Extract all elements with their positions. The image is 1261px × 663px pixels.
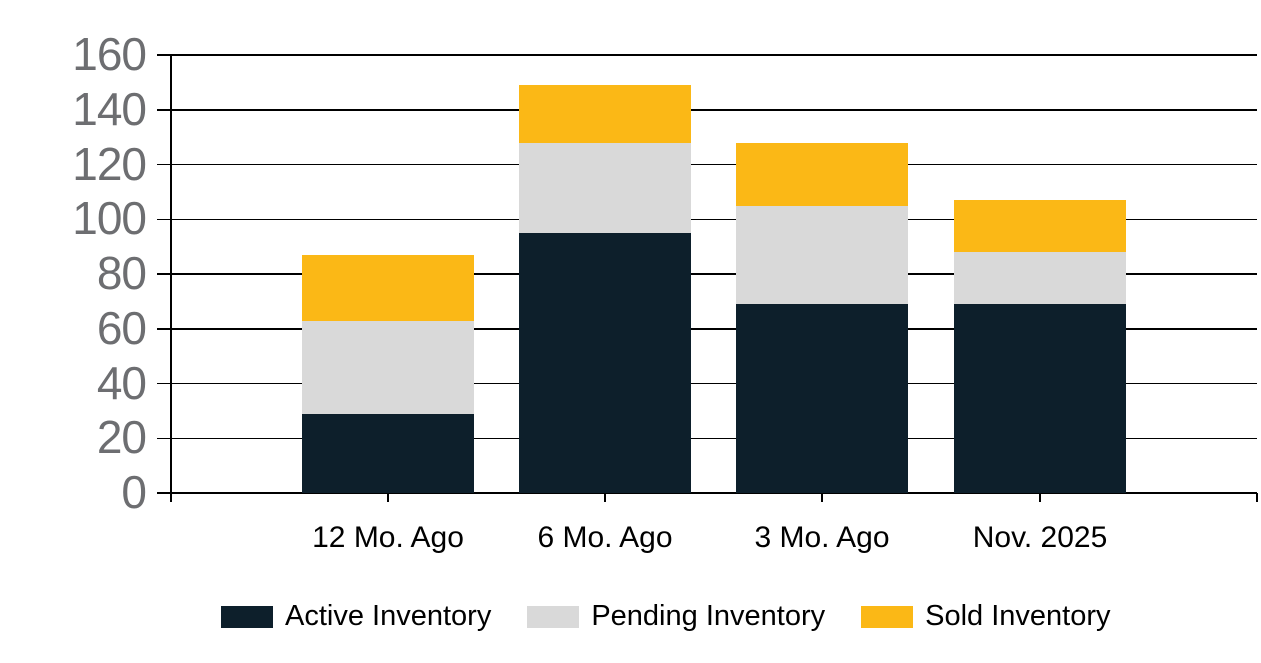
legend: Active Inventory Pending Inventory Sold In… <box>221 602 1111 631</box>
x-axis-tick <box>821 493 823 502</box>
y-axis-tick <box>157 437 171 439</box>
y-axis-tick-label: 40 <box>96 356 147 409</box>
legend-swatch-pending-inventory <box>527 605 580 628</box>
gridline <box>171 273 1257 275</box>
bar-segment-sold-inventory <box>736 142 908 206</box>
y-axis-tick <box>157 218 171 220</box>
y-axis-tick <box>157 273 171 275</box>
bar-segment-pending-inventory <box>519 142 691 233</box>
bar-segment-active-inventory <box>302 413 474 493</box>
legend-label: Pending Inventory <box>591 600 826 632</box>
category-label: Nov. 2025 <box>972 521 1108 554</box>
legend-swatch-sold-inventory <box>861 605 914 628</box>
y-axis-line <box>170 54 172 502</box>
x-axis-tick <box>1039 493 1041 502</box>
y-axis-tick-label: 20 <box>96 411 147 464</box>
y-axis-tick <box>157 109 171 111</box>
legend-label: Sold Inventory <box>925 600 1111 632</box>
y-axis-tick-label: 80 <box>96 247 147 300</box>
bar-segment-active-inventory <box>736 304 908 493</box>
gridline <box>171 54 1257 56</box>
bar-segment-active-inventory <box>519 232 691 493</box>
legend-swatch-active-inventory <box>221 605 273 628</box>
bar-segment-pending-inventory <box>954 252 1126 305</box>
y-axis-tick <box>157 382 171 385</box>
gridline <box>171 163 1257 166</box>
gridline <box>171 218 1257 220</box>
gridline <box>171 382 1257 385</box>
bar-segment-sold-inventory <box>519 85 691 143</box>
x-axis-tick <box>604 493 606 502</box>
bar-segment-sold-inventory <box>302 254 474 321</box>
category-label: 12 Mo. Ago <box>312 521 464 554</box>
y-axis-tick-label: 120 <box>72 137 147 190</box>
legend-item-pending-inventory: Pending Inventory <box>527 602 825 631</box>
y-axis-tick-label: 60 <box>96 301 147 354</box>
legend-item-sold-inventory: Sold Inventory <box>861 600 1111 632</box>
y-axis-tick <box>157 54 171 56</box>
x-axis-tick <box>387 493 389 502</box>
category-label: 6 Mo. Ago <box>537 521 673 554</box>
legend-item-active-inventory: Active Inventory <box>221 602 491 631</box>
x-axis-tick <box>1256 493 1258 502</box>
legend-label: Active Inventory <box>285 600 492 632</box>
gridline <box>171 109 1257 111</box>
y-axis-tick-label: 160 <box>72 28 147 81</box>
y-axis-tick <box>157 492 171 494</box>
bar-segment-pending-inventory <box>736 205 908 305</box>
category-label: 3 Mo. Ago <box>754 521 890 554</box>
y-axis-tick-label: 0 <box>121 466 147 519</box>
bar-segment-active-inventory <box>954 304 1126 493</box>
gridline <box>171 437 1257 439</box>
y-axis-tick <box>157 163 171 166</box>
gridline <box>171 328 1257 330</box>
bar-segment-pending-inventory <box>302 320 474 414</box>
y-axis-tick-label: 140 <box>72 82 147 135</box>
gridline <box>171 492 1257 494</box>
y-axis-tick-label: 100 <box>72 192 147 245</box>
bar-segment-sold-inventory <box>954 200 1126 253</box>
y-axis-tick <box>157 328 171 330</box>
